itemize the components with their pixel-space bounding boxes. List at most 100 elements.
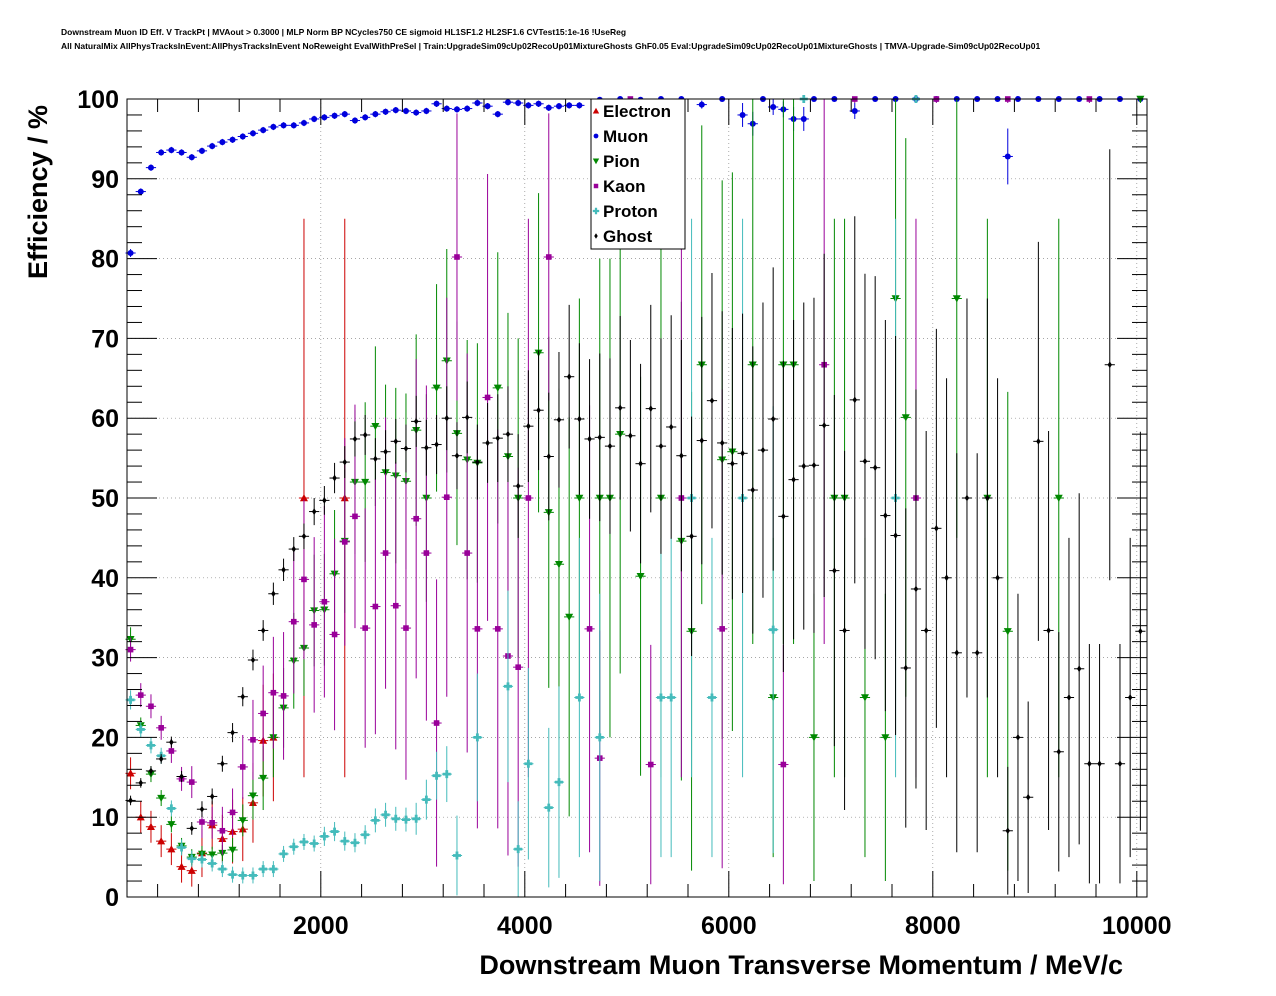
ghost-data-point [502, 386, 514, 483]
proton-marker [371, 816, 380, 825]
ghost-data-point [951, 453, 962, 853]
ghost-data-point [237, 687, 248, 707]
ghost-data-point [145, 766, 157, 776]
ghost-marker [209, 793, 215, 800]
proton-data-point [451, 815, 463, 896]
legend-marker-proton [592, 207, 600, 215]
kaon-marker [290, 618, 297, 625]
ghost-data-point [676, 339, 687, 572]
ghost-marker [934, 524, 939, 532]
ghost-marker [974, 649, 980, 657]
ghost-marker [250, 656, 256, 664]
ghost-data-point [798, 302, 809, 630]
ghost-marker [179, 773, 184, 780]
ghost-marker [1066, 694, 1072, 701]
proton-data-point [309, 835, 320, 852]
ghost-data-point [462, 381, 473, 454]
muon-data-point [513, 99, 524, 107]
kaon-marker [341, 539, 348, 545]
ghost-data-point [900, 508, 911, 828]
kaon-marker [239, 764, 246, 770]
muon-data-point [288, 122, 299, 129]
muon-data-point [370, 110, 381, 118]
muon-data-point [472, 99, 483, 107]
proton-data-point [298, 833, 310, 850]
kaon-marker [137, 692, 144, 698]
proton-data-point [166, 800, 177, 817]
ghost-data-point [910, 389, 922, 789]
ghost-marker [556, 416, 562, 424]
chart-title-line-1: Downstream Muon ID Eff. V TrackPt | MVAo… [61, 27, 627, 37]
kaon-data-point [156, 715, 167, 740]
legend-label-muon: Muon [603, 127, 648, 146]
proton-data-point [258, 861, 269, 878]
legend-label-electron: Electron [603, 102, 671, 121]
ghost-data-point [839, 450, 850, 811]
kaon-marker [199, 819, 205, 825]
muon-data-point [574, 102, 585, 109]
proton-data-point [594, 593, 605, 882]
kaon-data-point [309, 537, 320, 713]
pion-marker [901, 414, 910, 422]
proton-data-point [278, 845, 289, 862]
muon-marker [433, 100, 440, 107]
ghost-data-point [849, 216, 860, 584]
muon-data-point [186, 154, 197, 161]
muon-data-point [492, 110, 503, 118]
ghost-marker [485, 439, 490, 447]
proton-marker [707, 693, 716, 702]
ghost-marker [689, 532, 694, 540]
ghost-data-point [625, 339, 636, 532]
proton-marker [126, 695, 135, 704]
proton-series [125, 95, 922, 897]
ghost-marker [872, 464, 878, 472]
ghost-marker [730, 460, 735, 468]
legend-marker-ghost [594, 233, 598, 239]
pion-data-point [156, 790, 167, 807]
kaon-marker [392, 602, 399, 609]
muon-marker [576, 102, 583, 109]
ghost-marker [342, 458, 347, 466]
ghost-marker [230, 729, 235, 737]
legend-marker-kaon [593, 183, 599, 189]
proton-data-point [706, 537, 718, 858]
proton-marker [177, 843, 186, 852]
ghost-data-point [890, 336, 901, 736]
ghost-data-point [1033, 241, 1044, 641]
muon-marker [566, 102, 573, 109]
kaon-marker [484, 394, 491, 401]
ghost-marker [546, 453, 551, 460]
ghost-marker [781, 512, 786, 520]
ghost-marker [740, 449, 745, 457]
y-tick-label: 30 [91, 645, 119, 673]
kaon-marker [270, 689, 277, 696]
kaon-marker [250, 736, 256, 743]
ghost-data-point [309, 498, 320, 526]
muon-data-point [268, 123, 279, 131]
muon-marker [392, 107, 399, 114]
muon-data-point [411, 109, 422, 116]
legend-label-pion: Pion [603, 152, 640, 171]
ghost-data-point [1084, 644, 1095, 884]
legend-item-kaon: Kaon [593, 177, 646, 196]
proton-marker [320, 832, 329, 841]
ghost-marker [424, 444, 429, 452]
proton-marker [197, 855, 206, 864]
kaon-marker [219, 827, 226, 834]
ghost-data-point [166, 736, 177, 748]
muon-data-point [380, 108, 391, 115]
pion-data-point [227, 837, 238, 862]
ghost-marker [383, 448, 388, 456]
kaon-marker [229, 809, 236, 816]
muon-data-point [737, 102, 748, 127]
muon-data-point [298, 119, 310, 127]
muon-marker [300, 119, 307, 126]
ghost-marker [628, 432, 633, 440]
ghost-marker [444, 414, 449, 422]
ghost-data-point [564, 304, 575, 449]
ghost-data-point [757, 302, 769, 598]
kaon-data-point [258, 665, 269, 762]
ghost-data-point [186, 821, 197, 835]
pion-marker [1054, 494, 1063, 502]
pion-marker [860, 694, 869, 702]
